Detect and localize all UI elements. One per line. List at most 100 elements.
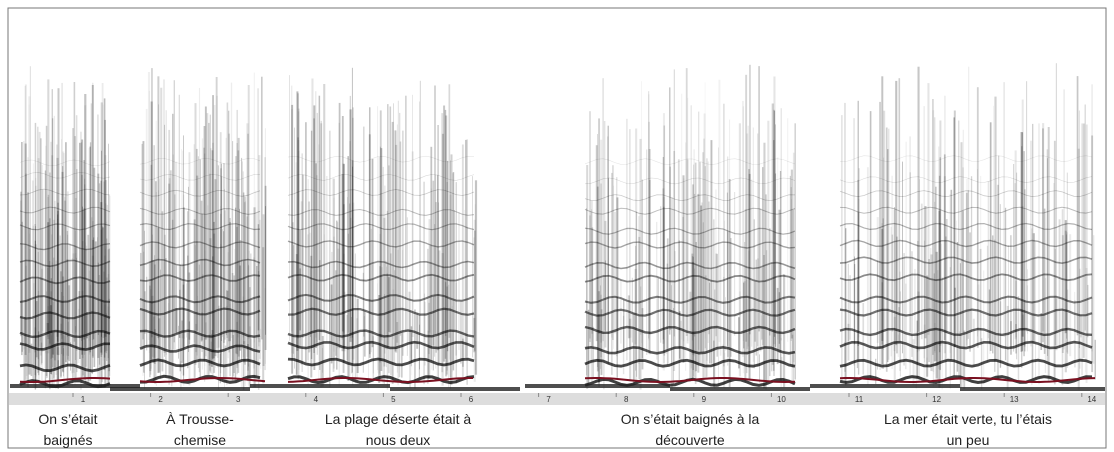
streak [144,291,146,334]
streak [665,326,668,354]
streak [302,174,304,338]
harmonic [139,174,260,181]
harmonic [139,295,261,304]
streak [890,226,892,357]
streak [427,248,429,384]
streak [446,182,448,371]
streak [954,287,956,348]
streak [893,316,896,384]
streak [364,310,366,357]
streak [47,268,49,337]
streak [994,96,997,361]
streak [57,218,59,341]
streak [969,232,971,352]
streak [648,149,651,355]
harmonic [839,256,1093,265]
streak [20,191,22,337]
streak [102,227,105,332]
streak [1082,123,1085,358]
streak [663,125,666,356]
streak [682,175,685,363]
streak [903,253,905,366]
streak [60,323,62,376]
streak [90,103,92,331]
streak [885,127,888,372]
streak [673,151,676,371]
streak [341,116,344,332]
streak [326,176,328,343]
streak [228,133,230,353]
streak [243,261,245,345]
streak [388,277,390,332]
streak [37,290,40,373]
tick-label: 4 [314,395,319,404]
streak [168,183,171,352]
streak [1085,268,1088,383]
streak [74,198,77,349]
streak [258,155,261,343]
streak [1093,235,1095,364]
streak [218,305,220,348]
streak [108,262,109,365]
streak [738,317,740,369]
streak [150,101,153,362]
streak [763,255,765,389]
streak [196,241,198,356]
streak [748,250,750,382]
streak [699,162,701,364]
streak [718,147,719,388]
streak [700,205,703,353]
streak [239,240,242,332]
streak [692,184,694,379]
streak [1053,140,1056,385]
streak [74,136,76,380]
streak [89,146,91,353]
streak [221,176,223,364]
streak [1026,285,1028,352]
streak [993,105,994,348]
streak [338,194,340,342]
streak [933,221,935,375]
streak [462,338,464,367]
streak [959,263,961,388]
streak [743,282,745,349]
streak [726,192,728,346]
streak [54,344,57,369]
streak [596,186,599,372]
streak [100,102,103,355]
streak [57,347,60,381]
harmonic [139,307,261,316]
streak [715,189,717,350]
streak [81,139,84,355]
streak [193,144,195,343]
streak [614,211,616,334]
streak [178,325,179,359]
streak [24,84,27,347]
timeline-strip [9,393,1105,405]
streak [706,158,708,377]
harmonic [287,293,475,302]
streak [857,179,859,359]
streak [262,214,265,366]
streak [370,228,372,353]
streak [967,190,969,339]
streak [21,221,23,352]
streak [410,333,412,367]
streak [71,258,73,333]
streak [239,208,240,361]
streak [82,206,83,351]
streak [965,192,968,346]
streak [155,192,157,386]
streak [308,201,310,353]
streak [212,142,214,375]
streak [352,117,354,363]
streak [450,154,453,385]
streak [1061,235,1064,353]
streak [249,287,251,388]
streak [758,66,760,332]
streak [1021,205,1024,337]
harmonic [839,273,1093,282]
streak [25,265,27,363]
streak [241,311,243,388]
streak [258,262,260,347]
